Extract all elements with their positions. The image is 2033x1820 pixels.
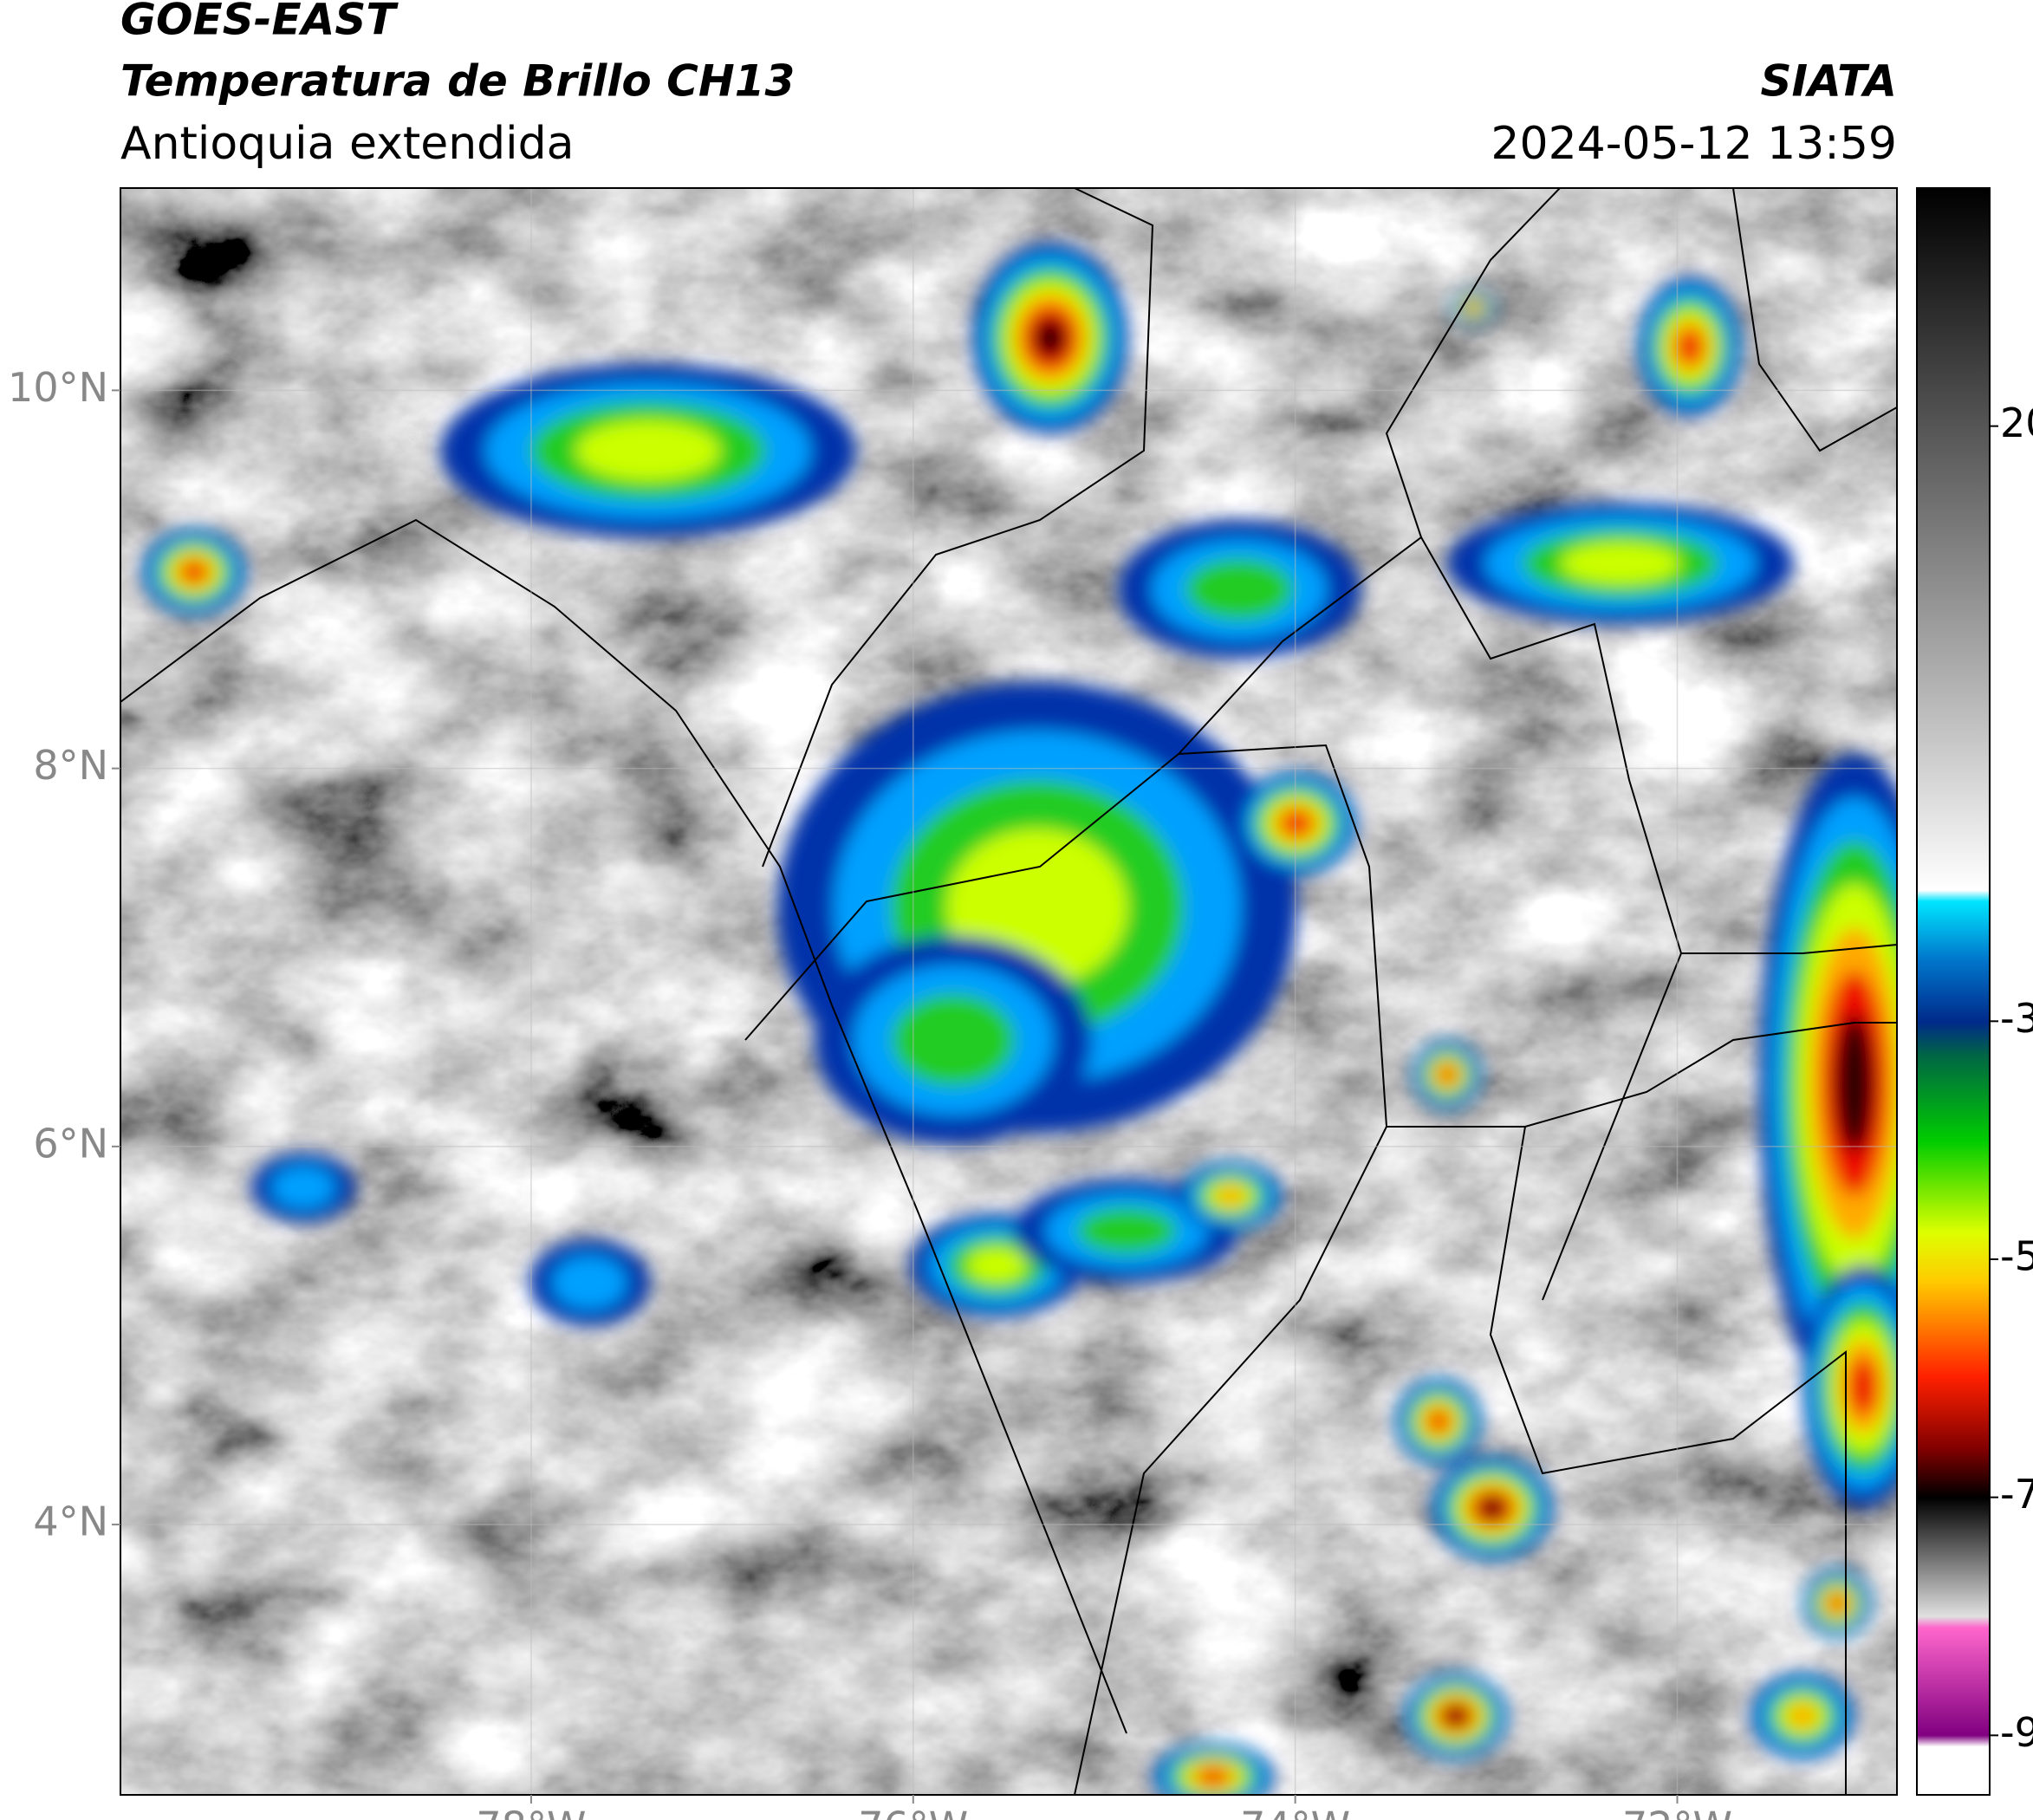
cloud-blob: [1282, 810, 1311, 836]
title: GOES-EAST: [120, 0, 399, 45]
x-tick-label: 78°W: [476, 1804, 586, 1820]
colorbar: [1916, 187, 1991, 1796]
cloud-blob: [1467, 303, 1479, 312]
source: SIATA: [1761, 56, 1897, 107]
colorbar-tick-label: -90: [2000, 1709, 2033, 1756]
y-tick-label: 4°N: [33, 1498, 108, 1545]
cloud-blob: [1834, 1014, 1875, 1153]
cloud-blob: [1828, 1595, 1846, 1612]
cloud-blob: [575, 420, 721, 481]
cloud-blob: [1445, 1706, 1467, 1726]
cloud-blob: [1198, 1768, 1228, 1785]
colorbar-tick-label: -30: [2000, 995, 2033, 1042]
cloud-blob: [1185, 558, 1294, 621]
cloud-blob: [1848, 1357, 1878, 1416]
y-tick-label: 8°N: [33, 742, 108, 789]
grid: [120, 188, 1897, 1795]
colorbar-tick-label: -50: [2000, 1233, 2033, 1280]
region: Antioquia extendida: [120, 118, 575, 170]
cloud-blob: [1076, 1207, 1177, 1254]
cloud-blob: [891, 993, 1016, 1087]
convection: [142, 243, 1897, 1795]
x-tick-label: 76°W: [858, 1804, 968, 1820]
map-area: [120, 188, 1897, 1795]
cloud-blob: [1787, 1703, 1818, 1729]
x-tick-label: 74°W: [1240, 1804, 1350, 1820]
cloud-blob: [1427, 1410, 1450, 1433]
cloud-blob: [181, 561, 207, 583]
x-tick-label: 72°W: [1622, 1804, 1732, 1820]
cloud-blob: [1677, 329, 1703, 364]
cloud-blob: [551, 1256, 627, 1310]
map-frame: [120, 187, 1898, 1796]
subtitle: Temperatura de Brillo CH13: [120, 56, 795, 107]
cloud-blob: [1215, 1186, 1246, 1206]
y-tick-label: 6°N: [33, 1120, 108, 1167]
cloud-blob: [966, 1247, 1027, 1284]
cloud-blob: [1479, 1497, 1505, 1519]
y-tick-label: 10°N: [8, 364, 108, 411]
cloud-blob: [1034, 317, 1067, 359]
cloud-blob: [271, 1166, 335, 1209]
borders: [120, 188, 1897, 1795]
datetime: 2024-05-12 13:59: [1491, 118, 1897, 170]
colorbar-tick-label: -70: [2000, 1471, 2033, 1518]
colorbar-tick-label: 20: [2000, 400, 2033, 446]
cloud-blob: [1560, 542, 1681, 585]
cloud-blob: [1439, 1066, 1456, 1083]
